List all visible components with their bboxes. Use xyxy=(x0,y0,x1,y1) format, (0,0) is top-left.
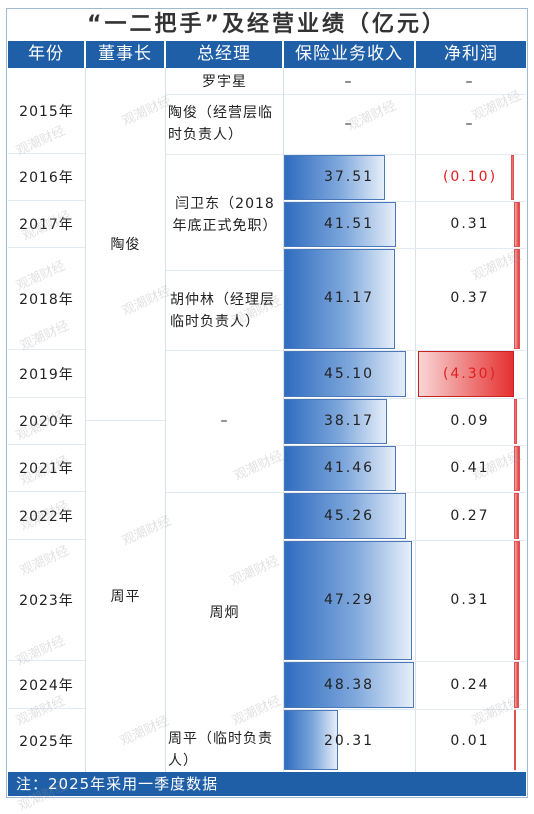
revenue-bar xyxy=(284,249,395,349)
profit-bar-negative xyxy=(511,155,514,200)
manager-cell: 罗宇星 xyxy=(202,74,247,90)
year-cell: 2021年 xyxy=(8,445,85,492)
year-cell: 2016年 xyxy=(8,154,85,201)
revenue-bar xyxy=(284,541,412,660)
revenue-value: 41.51 xyxy=(323,216,375,232)
profit-value: – xyxy=(465,74,475,90)
profit-bar-negative xyxy=(418,351,514,397)
revenue-value: 41.17 xyxy=(323,290,375,306)
header-year: 年份 xyxy=(8,41,84,68)
profit-value: 0.01 xyxy=(450,733,490,749)
grid-line xyxy=(165,68,166,772)
revenue-value: 45.26 xyxy=(323,508,375,524)
grid-line xyxy=(284,540,526,541)
manager-cell: 周炯 xyxy=(209,605,240,621)
profit-value: 0.31 xyxy=(450,592,490,608)
grid-line xyxy=(284,709,526,710)
profit-bar xyxy=(514,202,520,247)
grid-line xyxy=(166,492,283,493)
grid-line xyxy=(166,94,283,95)
chairman-cell: 周平 xyxy=(110,589,141,605)
manager-cell: 胡仲林（经理层临时负责人） xyxy=(170,292,275,330)
grid-line xyxy=(284,201,526,202)
header-manager: 总经理 xyxy=(166,41,282,68)
revenue-bar xyxy=(284,493,406,539)
year-cell: 2025年 xyxy=(19,733,74,750)
revenue-bar xyxy=(284,662,414,708)
revenue-value: – xyxy=(344,74,354,90)
profit-value: (0.10) xyxy=(442,169,498,185)
revenue-bar xyxy=(284,399,387,444)
profit-value: 0.24 xyxy=(450,677,490,693)
grid-line xyxy=(166,154,283,155)
page-title: “一二把手”及经营业绩（亿元） xyxy=(87,12,447,37)
revenue-value: 20.31 xyxy=(323,733,375,749)
header-revenue: 保险业务收入 xyxy=(284,41,414,68)
profit-value: 0.27 xyxy=(450,508,490,524)
year-cell: 2019年 xyxy=(8,350,85,398)
chairman-cell: 陶俊 xyxy=(110,237,141,253)
profit-bar xyxy=(514,541,520,660)
header-profit: 净利润 xyxy=(416,41,526,68)
revenue-value: 48.38 xyxy=(323,677,375,693)
profit-bar xyxy=(514,399,517,444)
revenue-value: 41.46 xyxy=(323,460,375,476)
grid-line xyxy=(284,350,526,351)
revenue-value: 37.51 xyxy=(323,169,375,185)
grid-line xyxy=(85,68,86,772)
grid-line xyxy=(284,661,526,662)
profit-value: – xyxy=(465,116,475,132)
revenue-bar xyxy=(284,351,406,397)
grid-line xyxy=(284,445,526,446)
revenue-bar xyxy=(284,710,338,770)
profit-bar xyxy=(514,710,516,770)
revenue-value: 45.10 xyxy=(323,366,375,382)
year-cell: 2015年 xyxy=(8,68,85,154)
profit-bar xyxy=(514,493,519,539)
year-cell: 2020年 xyxy=(8,398,85,445)
grid-line xyxy=(166,350,283,351)
table-frame xyxy=(6,8,528,798)
revenue-bar xyxy=(284,446,396,491)
revenue-value: 38.17 xyxy=(323,413,375,429)
manager-cell: 周平（临时负责人） xyxy=(168,731,273,769)
year-cell: 2023年 xyxy=(8,540,85,661)
year-cell: 2022年 xyxy=(8,492,85,540)
profit-value: (4.30) xyxy=(442,366,498,382)
footnote: 注：2025年采用一季度数据 xyxy=(8,772,526,796)
manager-cell: – xyxy=(220,413,229,429)
manager-cell: 闫卫东（2018年底正式免职） xyxy=(172,196,278,234)
grid-line xyxy=(415,68,416,772)
profit-bar xyxy=(514,249,520,349)
grid-line xyxy=(284,154,526,155)
revenue-value: 47.29 xyxy=(323,592,375,608)
header-chairman: 董事长 xyxy=(86,41,164,68)
profit-bar xyxy=(514,446,520,491)
profit-value: 0.09 xyxy=(450,413,490,429)
profit-value: 0.31 xyxy=(450,216,490,232)
revenue-bar xyxy=(284,202,396,247)
grid-line xyxy=(283,68,284,772)
grid-line xyxy=(284,398,526,399)
year-cell: 2024年 xyxy=(8,661,85,709)
grid-line xyxy=(166,270,283,271)
grid-line xyxy=(284,492,526,493)
year-cell: 2017年 xyxy=(8,201,85,248)
profit-value: 0.41 xyxy=(450,460,490,476)
grid-line xyxy=(284,248,526,249)
grid-line xyxy=(86,420,165,421)
revenue-bar xyxy=(284,155,385,200)
manager-cell: 陶俊（经营层临时负责人） xyxy=(168,105,273,143)
revenue-value: – xyxy=(344,116,354,132)
profit-value: 0.37 xyxy=(450,290,490,306)
year-cell: 2018年 xyxy=(8,248,85,350)
profit-bar xyxy=(514,662,519,708)
grid-line xyxy=(284,94,526,95)
